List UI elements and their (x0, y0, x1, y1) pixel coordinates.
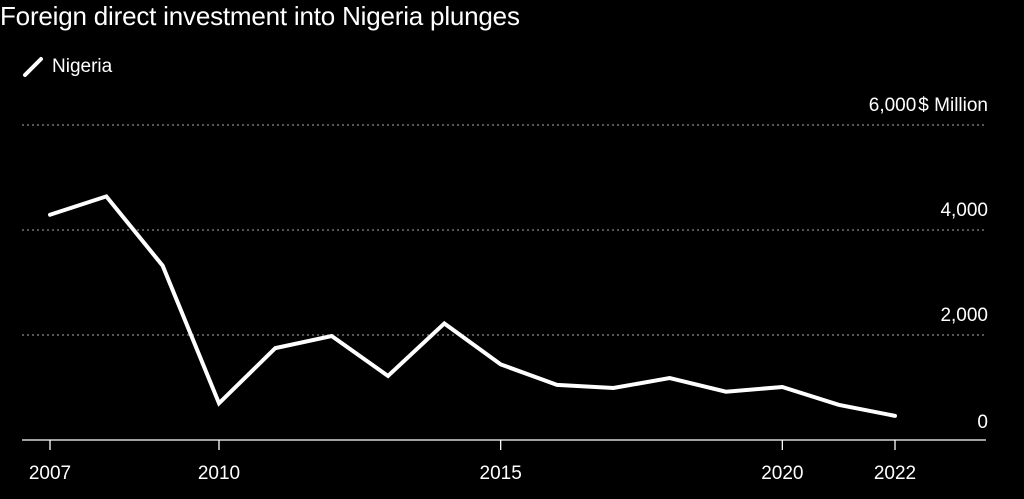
legend-line-icon (22, 56, 44, 78)
x-tick-label-2022: 2022 (874, 463, 916, 484)
y-tick-label-0: 0 (977, 412, 988, 433)
y-tick-label-6000: 6,000 (869, 95, 917, 116)
series-line-nigeria (48, 194, 897, 418)
x-tick-label-2007: 2007 (29, 463, 71, 484)
legend: Nigeria (22, 55, 112, 79)
chart-title: Foreign direct investment into Nigeria p… (0, 1, 520, 31)
y-tick-label-4000: 4,000 (940, 200, 988, 221)
legend-label-nigeria: Nigeria (52, 56, 113, 77)
x-tick-label-2010: 2010 (198, 463, 240, 484)
y-unit-label: $ Million (918, 95, 988, 116)
x-tick-label-2020: 2020 (761, 463, 803, 484)
y-tick-label-2000: 2,000 (940, 305, 988, 326)
x-tick-label-2015: 2015 (480, 463, 522, 484)
